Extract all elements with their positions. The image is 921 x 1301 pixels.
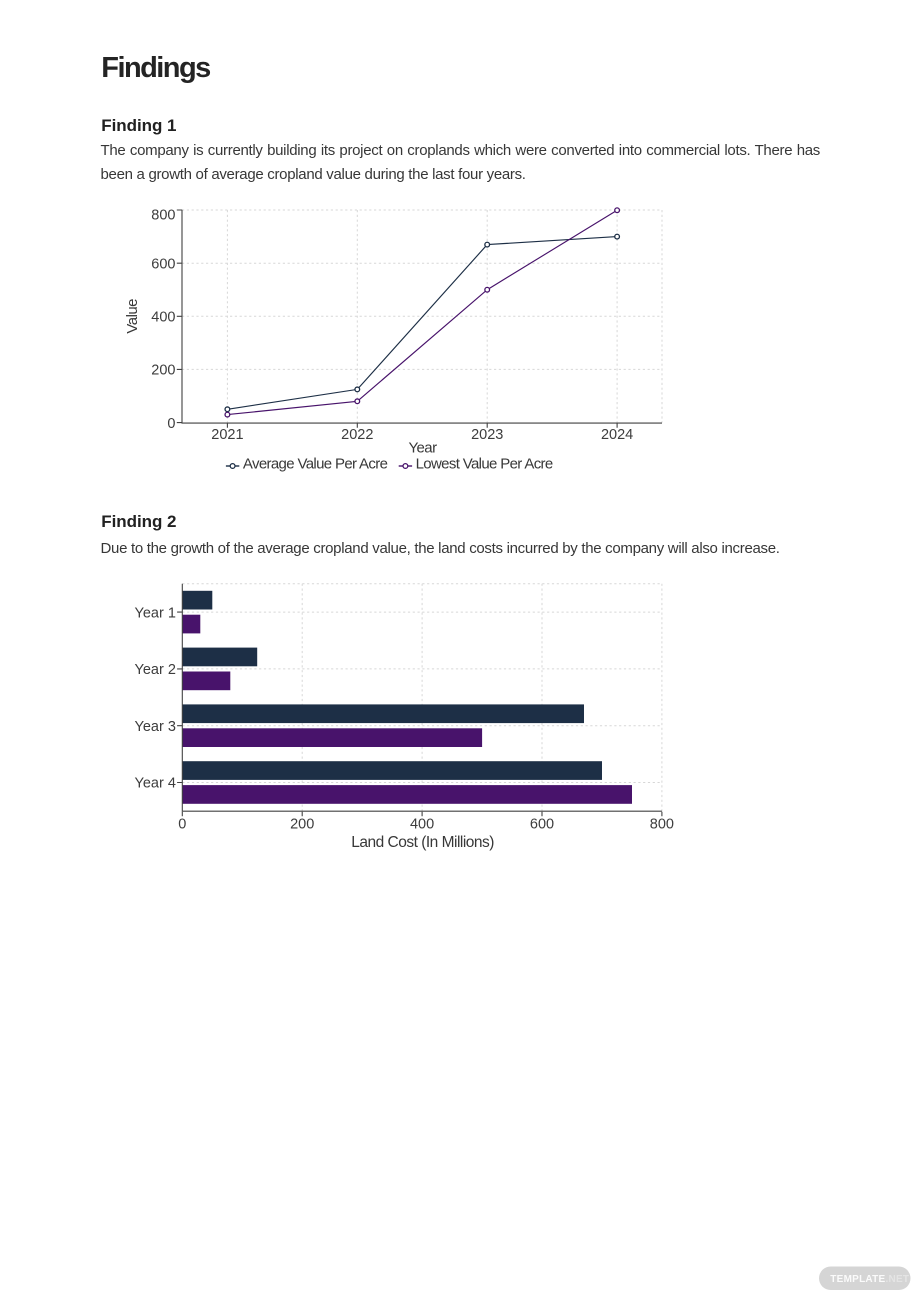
svg-text:Year: Year (408, 440, 437, 457)
svg-text:Year 2: Year 2 (135, 662, 176, 678)
svg-text:0: 0 (167, 416, 175, 432)
svg-text:200: 200 (290, 817, 314, 833)
svg-text:Lowest Value Per Acre: Lowest Value Per Acre (416, 456, 553, 473)
svg-text:800: 800 (151, 207, 175, 223)
svg-text:TEMPLATE.NET: TEMPLATE.NET (830, 1274, 909, 1285)
svg-text:0: 0 (178, 817, 186, 833)
svg-text:2021: 2021 (211, 427, 243, 443)
svg-text:Year 4: Year 4 (135, 776, 176, 792)
svg-text:600: 600 (151, 257, 175, 273)
svg-text:Year 1: Year 1 (135, 605, 176, 621)
svg-text:2023: 2023 (471, 427, 503, 443)
svg-text:2024: 2024 (601, 427, 633, 443)
svg-text:Average Value Per Acre: Average Value Per Acre (243, 456, 388, 473)
svg-text:400: 400 (151, 310, 175, 326)
svg-text:400: 400 (410, 817, 434, 833)
svg-text:Year 3: Year 3 (135, 719, 176, 735)
svg-text:Land Cost (In Millions): Land Cost (In Millions) (351, 834, 494, 851)
svg-text:800: 800 (650, 817, 674, 833)
svg-text:600: 600 (530, 817, 554, 833)
svg-text:Value: Value (124, 299, 141, 334)
svg-text:200: 200 (151, 363, 175, 379)
svg-text:2022: 2022 (341, 427, 373, 443)
